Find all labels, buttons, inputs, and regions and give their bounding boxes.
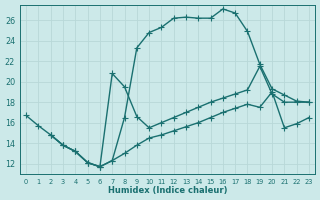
X-axis label: Humidex (Indice chaleur): Humidex (Indice chaleur) <box>108 186 227 195</box>
